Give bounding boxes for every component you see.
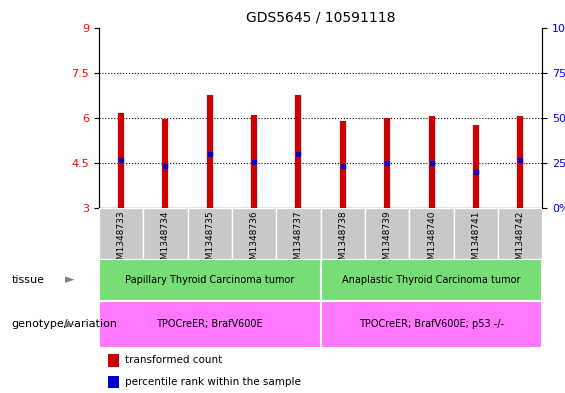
- Bar: [276, 208, 321, 259]
- Text: GSM1348740: GSM1348740: [427, 211, 436, 271]
- Text: GSM1348741: GSM1348741: [471, 211, 480, 271]
- Text: ►: ►: [65, 274, 75, 286]
- Text: Anaplastic Thyroid Carcinoma tumor: Anaplastic Thyroid Carcinoma tumor: [342, 275, 521, 285]
- Bar: [232, 208, 276, 259]
- Bar: [99, 259, 321, 301]
- Bar: [108, 376, 119, 388]
- Title: GDS5645 / 10591118: GDS5645 / 10591118: [246, 11, 396, 25]
- Bar: [321, 259, 542, 301]
- Text: genotype/variation: genotype/variation: [11, 319, 118, 329]
- Bar: [108, 354, 119, 367]
- Text: TPOCreER; BrafV600E: TPOCreER; BrafV600E: [157, 319, 263, 329]
- Text: GSM1348737: GSM1348737: [294, 211, 303, 272]
- Text: transformed count: transformed count: [125, 355, 223, 365]
- Bar: [99, 208, 144, 259]
- Bar: [188, 208, 232, 259]
- Text: tissue: tissue: [11, 275, 44, 285]
- Bar: [321, 301, 542, 348]
- Text: GSM1348742: GSM1348742: [516, 211, 525, 271]
- Text: GSM1348738: GSM1348738: [338, 211, 347, 272]
- Bar: [365, 208, 409, 259]
- Bar: [99, 301, 321, 348]
- Bar: [454, 208, 498, 259]
- Bar: [498, 208, 542, 259]
- Text: percentile rank within the sample: percentile rank within the sample: [125, 377, 301, 387]
- Text: GSM1348734: GSM1348734: [161, 211, 170, 271]
- Text: GSM1348736: GSM1348736: [250, 211, 259, 272]
- Bar: [144, 208, 188, 259]
- Text: GSM1348733: GSM1348733: [116, 211, 125, 272]
- Text: GSM1348739: GSM1348739: [383, 211, 392, 272]
- Bar: [409, 208, 454, 259]
- Text: TPOCreER; BrafV600E; p53 -/-: TPOCreER; BrafV600E; p53 -/-: [359, 319, 504, 329]
- Text: Papillary Thyroid Carcinoma tumor: Papillary Thyroid Carcinoma tumor: [125, 275, 294, 285]
- Bar: [321, 208, 365, 259]
- Text: ►: ►: [65, 318, 75, 331]
- Text: GSM1348735: GSM1348735: [205, 211, 214, 272]
